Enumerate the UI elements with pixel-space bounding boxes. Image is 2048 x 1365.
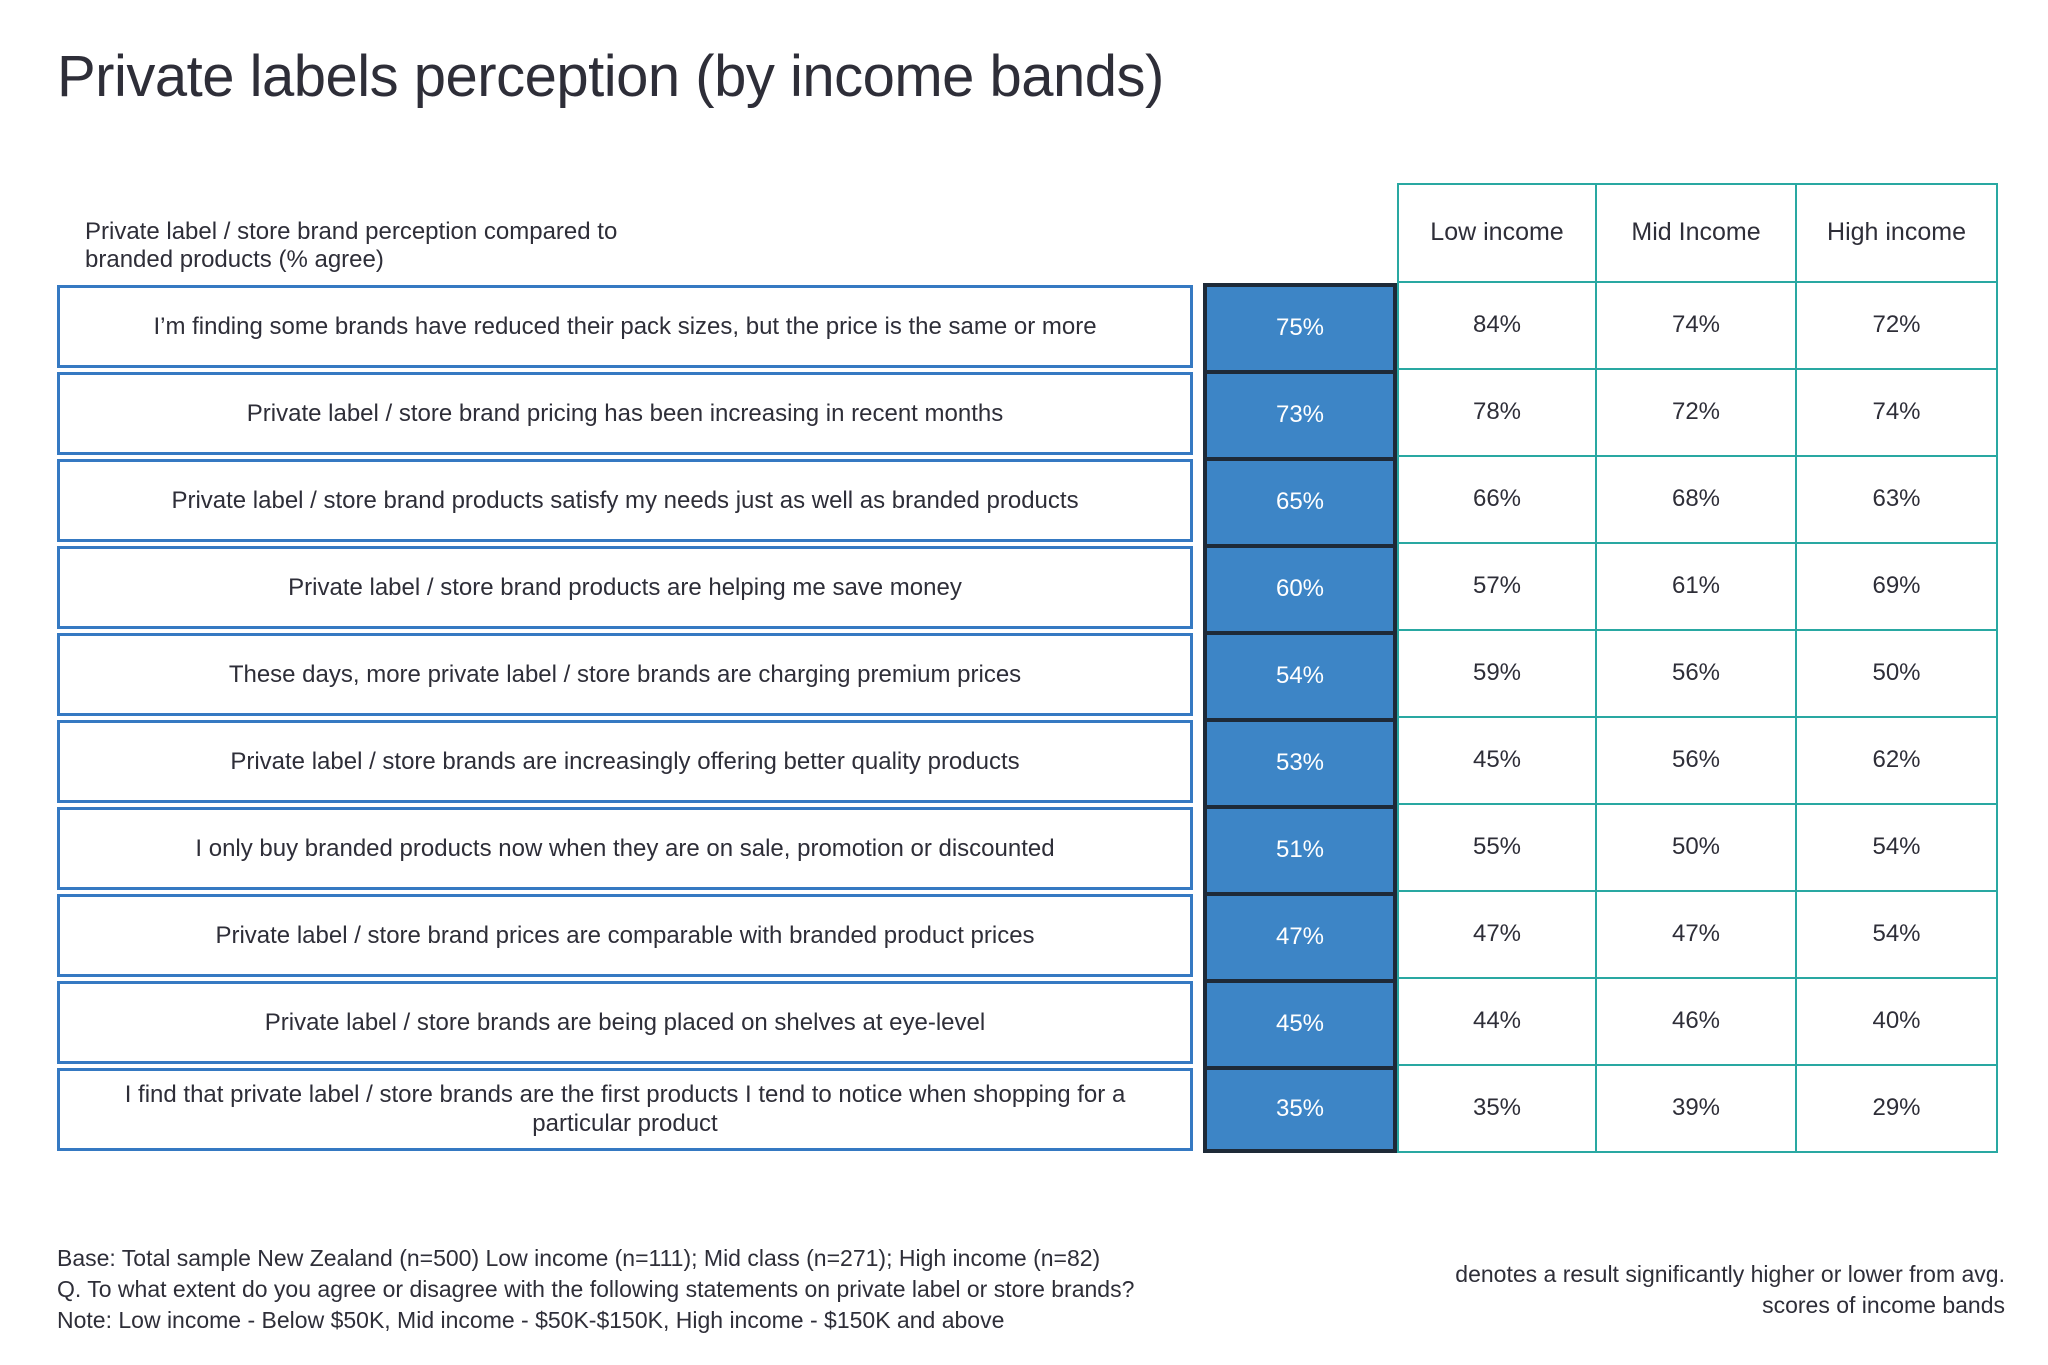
footer: Base: Total sample New Zealand (n=500) L… xyxy=(57,1243,2005,1337)
low-income-value-cell: 44% xyxy=(1397,978,1597,1066)
mid-income-value-cell: 56% xyxy=(1597,630,1797,718)
statement-cell: These days, more private label / store b… xyxy=(57,632,1193,716)
low-income-value-cell: 59% xyxy=(1397,630,1597,718)
high-income-value-cell: 74% xyxy=(1797,369,1998,457)
footnote-question: Q. To what extent do you agree or disagr… xyxy=(57,1275,1135,1302)
mid-income-value-cell: 56% xyxy=(1597,717,1797,805)
high-income-value-cell: 63% xyxy=(1797,456,1998,544)
statement-cell: I only buy branded products now when the… xyxy=(57,806,1193,890)
statement-cell: Private label / store brand prices are c… xyxy=(57,893,1193,977)
total-value-cell: 45% xyxy=(1203,978,1397,1066)
high-income-value-cell: 72% xyxy=(1797,282,1998,370)
total-value-cell: 60% xyxy=(1203,543,1397,631)
high-income-value-cell: 54% xyxy=(1797,891,1998,979)
footnote-base: Base: Total sample New Zealand (n=500) L… xyxy=(57,1244,1101,1271)
high-income-value-cell: 50% xyxy=(1797,630,1998,718)
mid-income-value-cell: 47% xyxy=(1597,891,1797,979)
mid-income-value-cell: 74% xyxy=(1597,282,1797,370)
total-value-cell: 65% xyxy=(1203,456,1397,544)
column-header-mid-income: Mid Income xyxy=(1597,182,1797,283)
low-income-value-cell: 55% xyxy=(1397,804,1597,892)
high-income-value-cell: 54% xyxy=(1797,804,1998,892)
column-header-low-income: Low income xyxy=(1397,182,1597,283)
total-value-cell: 53% xyxy=(1203,717,1397,805)
statement-cell: Private label / store brand products sat… xyxy=(57,458,1193,542)
high-income-value-cell: 69% xyxy=(1797,543,1998,631)
low-income-value-cell: 57% xyxy=(1397,543,1597,631)
mid-income-value-cell: 46% xyxy=(1597,978,1797,1066)
low-income-value-cell: 35% xyxy=(1397,1065,1597,1153)
mid-income-value-cell: 68% xyxy=(1597,456,1797,544)
total-value-cell: 51% xyxy=(1203,804,1397,892)
statement-cell: Private label / store brands are being p… xyxy=(57,980,1193,1064)
low-income-value-cell: 66% xyxy=(1397,456,1597,544)
statement-cell: I find that private label / store brands… xyxy=(57,1067,1193,1151)
total-value-cell: 54% xyxy=(1203,630,1397,718)
page-title: Private labels perception (by income ban… xyxy=(57,44,1164,109)
mid-income-value-cell: 61% xyxy=(1597,543,1797,631)
mid-income-value-cell: 39% xyxy=(1597,1065,1797,1153)
statement-cell: Private label / store brand products are… xyxy=(57,545,1193,629)
statement-column-header: Private label / store brand perception c… xyxy=(85,218,618,274)
low-income-value-cell: 47% xyxy=(1397,891,1597,979)
total-value-cell: 35% xyxy=(1203,1065,1397,1153)
low-income-value-cell: 78% xyxy=(1397,369,1597,457)
mid-income-value-cell: 50% xyxy=(1597,804,1797,892)
footnote-note: Note: Low income - Below $50K, Mid incom… xyxy=(57,1307,1005,1334)
high-income-value-cell: 62% xyxy=(1797,717,1998,805)
mid-income-value-cell: 72% xyxy=(1597,369,1797,457)
low-income-value-cell: 84% xyxy=(1397,282,1597,370)
slide-content: Private labels perception (by income ban… xyxy=(57,44,2005,1337)
significance-legend: denotes a result significantly higher or… xyxy=(1455,1260,2005,1318)
total-value-cell: 47% xyxy=(1203,891,1397,979)
footnotes: Base: Total sample New Zealand (n=500) L… xyxy=(57,1243,1134,1337)
total-value-cell: 75% xyxy=(1203,282,1397,370)
low-income-value-cell: 45% xyxy=(1397,717,1597,805)
statement-cell: I’m finding some brands have reduced the… xyxy=(57,284,1193,368)
statement-cell: Private label / store brand pricing has … xyxy=(57,371,1193,455)
column-header-high-income: High income xyxy=(1797,182,1998,283)
perception-table: Private label / store brand perception c… xyxy=(57,182,2005,1153)
statement-cell: Private label / store brands are increas… xyxy=(57,719,1193,803)
total-value-cell: 73% xyxy=(1203,369,1397,457)
high-income-value-cell: 40% xyxy=(1797,978,1998,1066)
high-income-value-cell: 29% xyxy=(1797,1065,1998,1153)
